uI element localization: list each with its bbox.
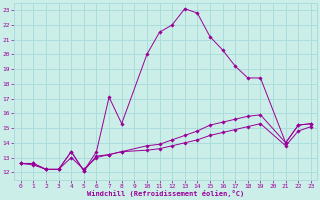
X-axis label: Windchill (Refroidissement éolien,°C): Windchill (Refroidissement éolien,°C) — [87, 190, 244, 197]
